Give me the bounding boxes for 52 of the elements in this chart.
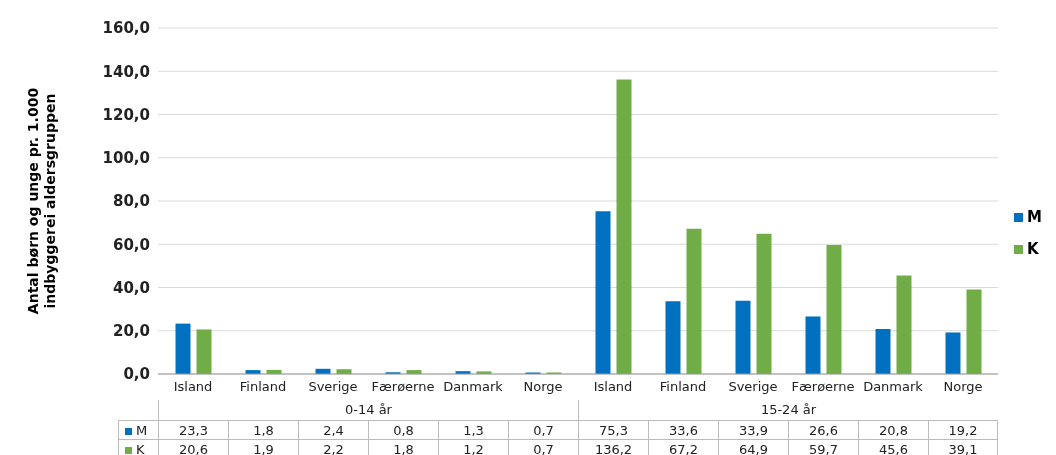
- text: K: [136, 442, 145, 455]
- y-tick-label: 160,0: [102, 19, 150, 38]
- y-tick-label: 0,0: [123, 365, 150, 384]
- data-label: 45,6: [858, 440, 928, 455]
- data-label: 0,8: [368, 420, 438, 440]
- data-label: 67,2: [648, 440, 718, 455]
- x-tick-label: Færøerne: [371, 379, 435, 395]
- data-label: 75,3: [578, 420, 648, 440]
- y-tick-label: 40,0: [112, 278, 150, 297]
- data-label: 64,9: [718, 440, 788, 455]
- y-tick-label: 120,0: [102, 105, 150, 124]
- x-tick-label: Danmark: [863, 379, 924, 395]
- x-tick-label: Finland: [239, 379, 287, 395]
- text: M: [1027, 208, 1042, 226]
- data-label: 2,4: [298, 420, 368, 440]
- legend-label: M: [118, 420, 158, 440]
- x-tick-label: Norge: [943, 379, 983, 395]
- y-tick-label: 60,0: [112, 235, 150, 254]
- y-tick-label: 80,0: [112, 192, 150, 211]
- data-label: 136,2: [578, 440, 648, 455]
- x-tick-label: Danmark: [443, 379, 504, 395]
- data-label: 19,2: [928, 420, 998, 440]
- data-label: 1,9: [228, 440, 298, 455]
- legend-label: K: [1027, 240, 1039, 258]
- data-label: 0,7: [508, 440, 578, 455]
- data-label: 20,8: [858, 420, 928, 440]
- data-label: 33,9: [718, 420, 788, 440]
- data-label: 0,7: [508, 420, 578, 440]
- data-label: 1,8: [228, 420, 298, 440]
- data-label: 26,6: [788, 420, 858, 440]
- data-label: 59,7: [788, 440, 858, 455]
- x-tick-label: Island: [593, 379, 633, 395]
- x-tick-label: Island: [173, 379, 213, 395]
- x-tick-label: Sverige: [308, 379, 358, 395]
- data-label: 33,6: [648, 420, 718, 440]
- data-label: 1,2: [438, 440, 508, 455]
- text: 0-14 år: [158, 400, 578, 420]
- data-label: 23,3: [158, 420, 228, 440]
- data-label: 39,1: [928, 440, 998, 455]
- x-tick-label: Finland: [659, 379, 707, 395]
- y-tick-label: 100,0: [102, 149, 150, 168]
- text: 15-24 år: [578, 400, 998, 420]
- data-label: 1,8: [368, 440, 438, 455]
- x-tick-label: Norge: [523, 379, 563, 395]
- y-tick-label: 20,0: [112, 322, 150, 341]
- y-axis-title: Antal børn og unge pr. 1.000 indbyggerei aldersgruppen: [25, 87, 58, 315]
- x-tick-label: Sverige: [728, 379, 778, 395]
- x-tick-label: Færøerne: [791, 379, 855, 395]
- data-label: 20,6: [158, 440, 228, 455]
- y-tick-label: 140,0: [102, 62, 150, 81]
- data-label: 1,3: [438, 420, 508, 440]
- data-label: 2,2: [298, 440, 368, 455]
